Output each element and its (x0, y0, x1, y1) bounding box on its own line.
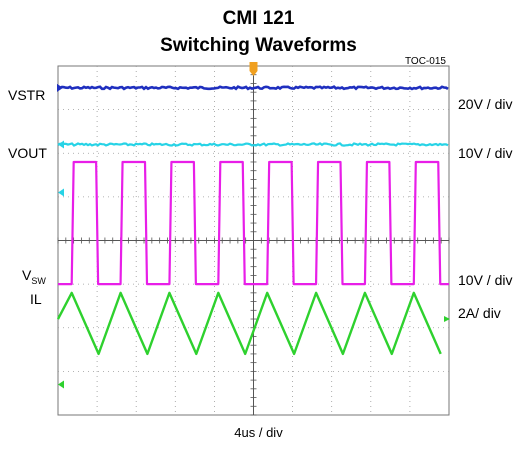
vstr-label: VSTR (8, 87, 46, 103)
vout-label: VOUT (8, 145, 47, 161)
il-trace (56, 291, 442, 356)
vsw-label-main: V (22, 267, 32, 283)
chart-subtitle: Switching Waveforms (160, 35, 357, 56)
trigger-marker (249, 62, 258, 76)
vstr-scale: 20V / div (458, 96, 513, 112)
vstr-trace (57, 85, 449, 91)
vout-channel-marker (58, 140, 64, 149)
vout-trace (57, 142, 449, 147)
figure-id: TOC-015 (405, 56, 446, 67)
vout-scale: 10V / div (458, 145, 513, 161)
il-scale: 2A/ div (458, 305, 501, 321)
il-label: IL (30, 291, 42, 307)
vstr-channel-marker (57, 83, 63, 92)
il-channel-marker (58, 380, 64, 389)
vsw-label-sub: SW (31, 275, 46, 286)
x-axis-scale: 4us / div (234, 425, 283, 440)
il-right-marker (444, 316, 450, 323)
aux-cyan-marker (58, 188, 64, 197)
vsw-label: VSW (22, 267, 46, 286)
chart-title: CMI 121 (222, 8, 295, 29)
vsw-scale: 10V / div (458, 272, 513, 288)
vsw-trace (58, 160, 449, 286)
